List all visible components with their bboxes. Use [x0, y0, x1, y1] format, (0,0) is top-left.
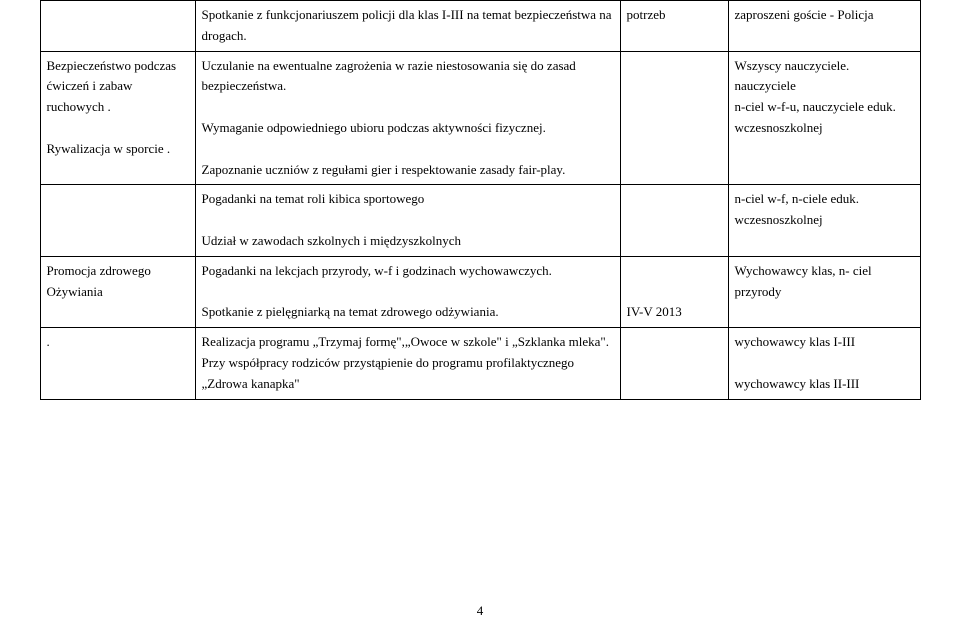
cell: [620, 185, 728, 256]
cell: Spotkanie z funkcjonariuszem policji dla…: [195, 1, 620, 52]
table-row: Spotkanie z funkcjonariuszem policji dla…: [40, 1, 920, 52]
cell: Promocja zdrowego Ożywiania: [40, 256, 195, 327]
cell: [620, 328, 728, 399]
table-row: Promocja zdrowego Ożywiania Pogadanki na…: [40, 256, 920, 327]
page-number: 4: [0, 603, 960, 619]
cell: Uczulanie na ewentualne zagrożenia w raz…: [195, 51, 620, 185]
cell: Bezpieczeństwo podczas ćwiczeń i zabaw r…: [40, 51, 195, 185]
cell: potrzeb: [620, 1, 728, 52]
table-row: . Realizacja programu „Trzymaj formę",„O…: [40, 328, 920, 399]
document-table: Spotkanie z funkcjonariuszem policji dla…: [40, 0, 921, 400]
cell: [40, 1, 195, 52]
cell: Pogadanki na lekcjach przyrody, w-f i go…: [195, 256, 620, 327]
cell: Wszyscy nauczyciele.nauczycielen-ciel w-…: [728, 51, 920, 185]
cell: IV-V 2013: [620, 256, 728, 327]
table-row: Pogadanki na temat roli kibica sportoweg…: [40, 185, 920, 256]
cell: zaproszeni goście - Policja: [728, 1, 920, 52]
cell: [40, 185, 195, 256]
cell: Pogadanki na temat roli kibica sportoweg…: [195, 185, 620, 256]
cell: .: [40, 328, 195, 399]
cell: wychowawcy klas I-IIIwychowawcy klas II-…: [728, 328, 920, 399]
cell: [620, 51, 728, 185]
cell: Wychowawcy klas, n- ciel przyrody: [728, 256, 920, 327]
cell: Realizacja programu „Trzymaj formę",„Owo…: [195, 328, 620, 399]
cell: n-ciel w-f, n-ciele eduk. wczesnoszkolne…: [728, 185, 920, 256]
table-body: Spotkanie z funkcjonariuszem policji dla…: [40, 1, 920, 400]
table-row: Bezpieczeństwo podczas ćwiczeń i zabaw r…: [40, 51, 920, 185]
